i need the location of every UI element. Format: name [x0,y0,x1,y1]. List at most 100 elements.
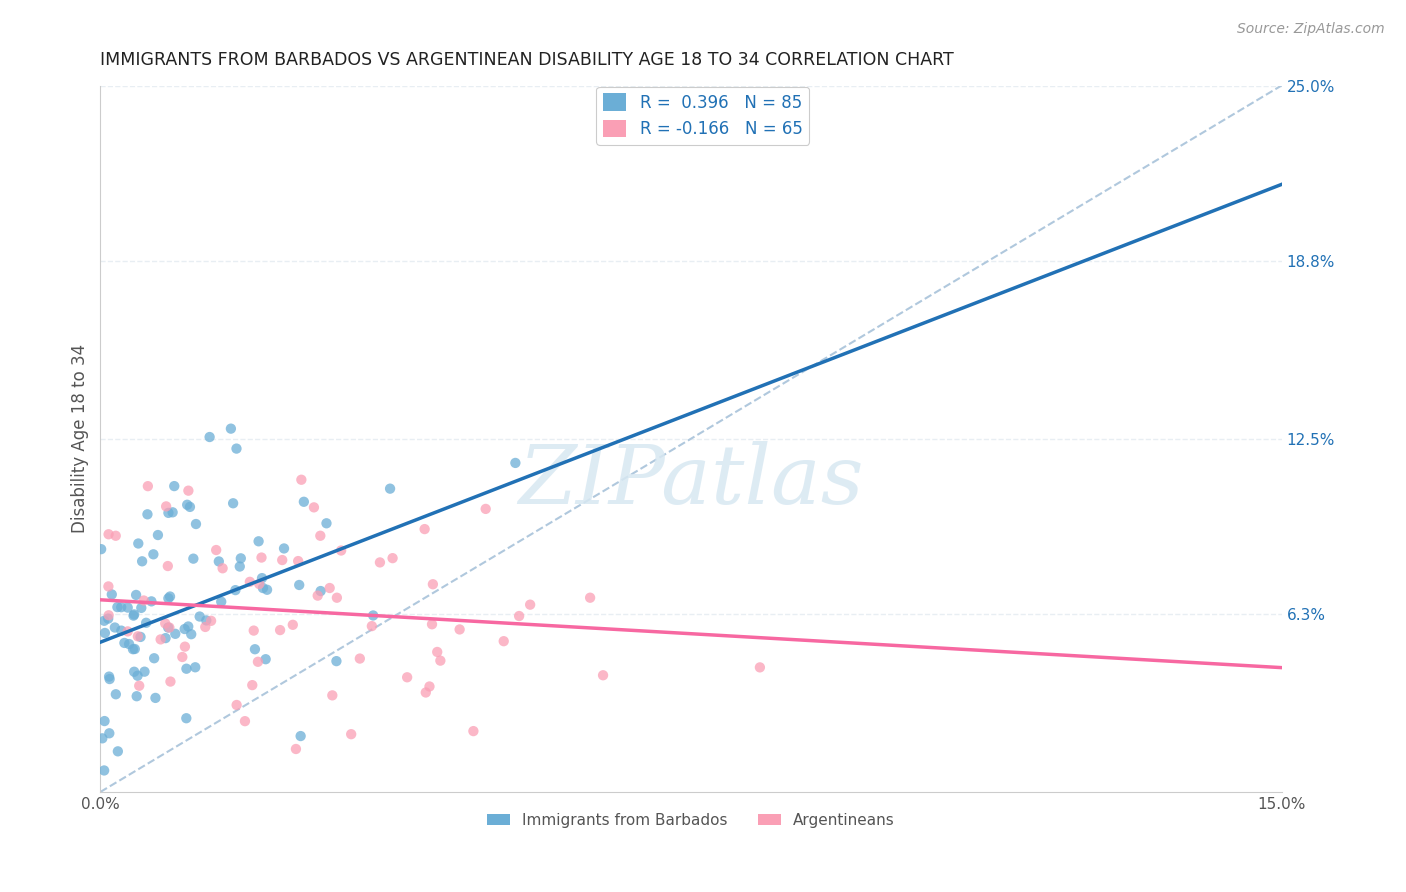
Point [748,660,770,674]
Point [101,587,124,601]
Point [97,579,120,593]
Point [219,422,242,436]
Point [125,588,148,602]
Point [592,668,614,682]
Point [225,698,247,712]
Point [474,502,496,516]
Point [129,600,152,615]
Point [110,600,132,615]
Point [142,547,165,561]
Point [288,578,311,592]
Point [98,670,121,684]
Point [290,473,312,487]
Point [287,554,309,568]
Point [104,620,127,634]
Point [97,608,120,623]
Point [179,500,201,514]
Point [205,543,228,558]
Point [418,680,440,694]
Point [273,541,295,556]
Point [146,528,169,542]
Point [176,711,198,725]
Point [156,559,179,574]
Point [420,617,443,632]
Point [91,731,114,746]
Point [117,624,139,639]
Point [136,508,159,522]
Point [224,583,246,598]
Point [492,634,515,648]
Point [157,591,180,606]
Text: IMMIGRANTS FROM BARBADOS VS ARGENTINEAN DISABILITY AGE 18 TO 34 CORRELATION CHAR: IMMIGRANTS FROM BARBADOS VS ARGENTINEAN … [100,51,955,69]
Point [159,674,181,689]
Point [271,553,294,567]
Point [211,561,233,575]
Point [184,660,207,674]
Point [240,678,263,692]
Point [307,589,329,603]
Point [177,483,200,498]
Point [252,581,274,595]
Point [243,642,266,657]
Point [122,607,145,622]
Point [195,614,218,628]
Point [149,632,172,647]
Point [325,654,347,668]
Text: ZIPatlas: ZIPatlas [519,442,863,521]
Point [180,627,202,641]
Point [309,584,332,599]
Point [153,616,176,631]
Point [127,536,149,550]
Point [162,505,184,519]
Point [145,690,167,705]
Point [131,554,153,568]
Point [124,642,146,657]
Point [176,662,198,676]
Point [463,724,485,739]
Point [105,600,128,615]
Point [242,624,264,638]
Point [104,529,127,543]
Point [222,496,245,510]
Point [128,679,150,693]
Point [233,714,256,728]
Point [381,551,404,566]
Point [136,479,159,493]
Point [184,516,207,531]
Point [157,506,180,520]
Point [122,665,145,679]
Point [107,744,129,758]
Point [309,529,332,543]
Point [127,669,149,683]
Point [426,645,449,659]
Point [330,543,353,558]
Point [97,612,120,626]
Point [188,609,211,624]
Point [183,551,205,566]
Point [413,522,436,536]
Point [239,574,262,589]
Point [247,534,270,549]
Point [284,742,307,756]
Point [122,642,145,657]
Point [143,651,166,665]
Point [94,626,117,640]
Point [93,714,115,728]
Point [321,689,343,703]
Point [155,631,177,645]
Point [292,495,315,509]
Point [360,619,382,633]
Point [505,456,527,470]
Point [118,637,141,651]
Legend: Immigrants from Barbados, Argentineans: Immigrants from Barbados, Argentineans [481,806,901,834]
Point [422,577,444,591]
Y-axis label: Disability Age 18 to 34: Disability Age 18 to 34 [72,344,89,533]
Point [194,620,217,634]
Point [449,623,471,637]
Point [396,670,419,684]
Point [129,630,152,644]
Point [229,551,252,566]
Point [165,627,187,641]
Point [340,727,363,741]
Point [256,582,278,597]
